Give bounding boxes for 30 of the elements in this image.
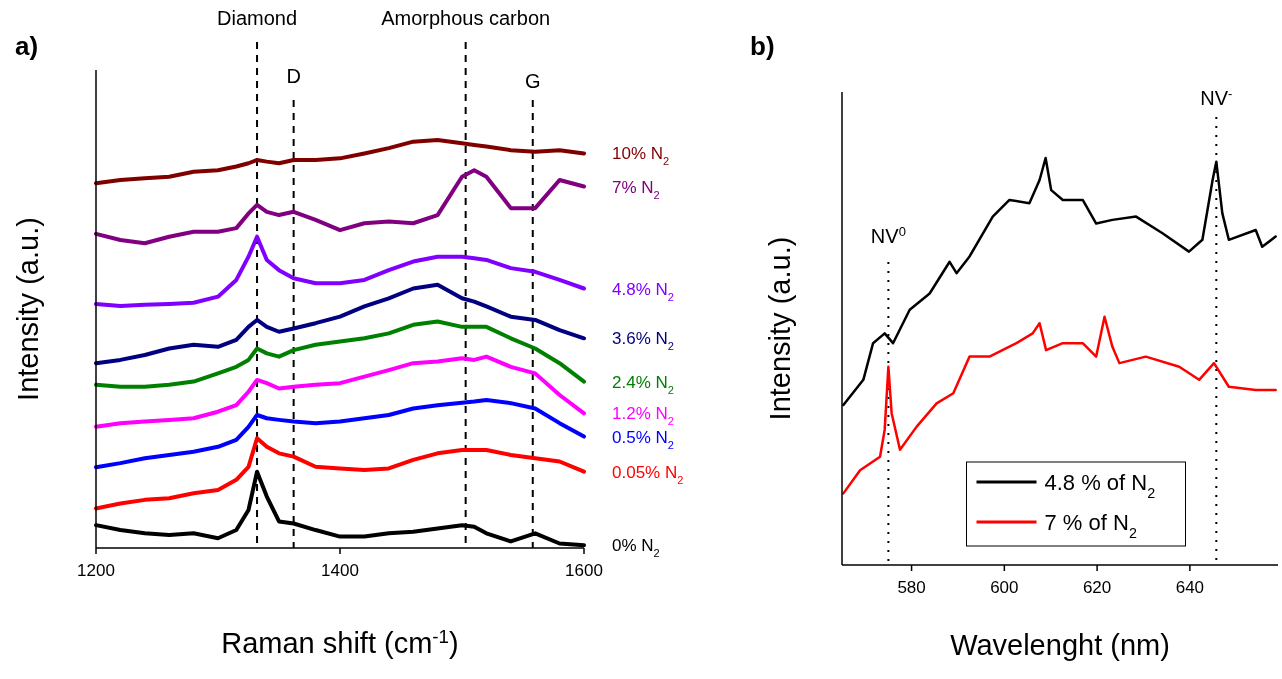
x-tick-label: 620 <box>1082 578 1112 597</box>
series-label: 0% N$_{2}$ <box>612 536 660 560</box>
y-axis-title: Intensity (a.u.) <box>764 236 796 421</box>
x-tick-label: 580 <box>897 578 926 597</box>
y-axis-title: Intensity (a.u.) <box>12 217 44 401</box>
x-tick-label: 1400 <box>321 561 359 580</box>
ref-line-label: NV$^{0}$ <box>870 223 906 247</box>
series-label: 0.5% N$_{2}$ <box>612 427 674 451</box>
x-axis-title: Raman shift (cm$^{-1}$) <box>221 625 459 659</box>
ref-line-label: Diamond <box>217 7 298 29</box>
x-axis-title: Wavelenght (nm) <box>950 629 1170 661</box>
series-label: 2.4% N$_{2}$ <box>612 372 674 396</box>
x-tick-label: 600 <box>990 578 1019 597</box>
legend-label: 7 % of N$_{2}$ <box>1044 510 1137 541</box>
legend-label: 4.8 % of N$_{2}$ <box>1044 470 1156 501</box>
series-label: 1.2% N$_{2}$ <box>612 404 674 428</box>
x-tick-label: 1600 <box>565 561 603 580</box>
x-tick-label: 640 <box>1175 578 1205 597</box>
ref-line-label: NV$^{-}$ <box>1200 85 1233 109</box>
series-label: 0.05% N$_{2}$ <box>612 462 684 486</box>
series-label: 7% N$_{2}$ <box>612 177 660 201</box>
ref-line-label: G <box>524 70 541 92</box>
ref-line-label: Amorphous carbon <box>381 7 551 29</box>
ref-line-label: D <box>286 65 301 87</box>
chart-title: a) <box>15 31 39 61</box>
series-label: 3.6% N$_{2}$ <box>612 329 674 353</box>
chart-title: b) <box>750 31 775 61</box>
series-label: 10% N$_{2}$ <box>612 144 670 168</box>
series-label: 4.8% N$_{2}$ <box>612 279 674 303</box>
x-tick-label: 1200 <box>77 561 115 580</box>
